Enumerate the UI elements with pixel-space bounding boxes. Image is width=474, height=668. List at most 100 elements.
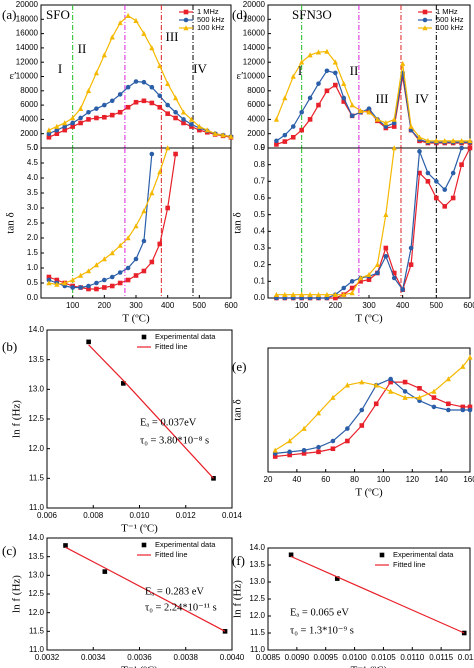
y-tick-label: 11.5 xyxy=(250,628,266,637)
marker xyxy=(345,426,350,431)
marker xyxy=(445,376,451,382)
marker xyxy=(165,111,170,116)
marker xyxy=(274,138,279,144)
marker xyxy=(101,52,107,58)
x-tick-label: 0.006 xyxy=(37,511,58,520)
marker xyxy=(425,138,431,144)
marker xyxy=(345,438,350,444)
legend-label: Fitted line xyxy=(155,550,188,559)
marker xyxy=(149,84,155,90)
marker xyxy=(141,30,147,36)
marker xyxy=(133,79,139,84)
marker xyxy=(434,195,439,201)
y-tick-label: 0.9 xyxy=(254,143,266,152)
marker xyxy=(133,99,139,105)
marker xyxy=(408,262,414,267)
y-tick-label: 11.0 xyxy=(29,645,45,654)
legend-label: Fitted line xyxy=(155,342,188,351)
y-tick-label: 5.0 xyxy=(27,143,39,152)
marker xyxy=(366,109,372,115)
y-tick-label: 11.5 xyxy=(29,473,45,482)
marker xyxy=(349,279,355,284)
y-axis-label: ln f (Hz) xyxy=(11,400,23,438)
marker xyxy=(341,99,347,104)
x-tick-label: 0.012 xyxy=(176,511,197,520)
marker xyxy=(408,245,414,251)
marker xyxy=(102,285,107,290)
marker xyxy=(212,130,218,136)
marker xyxy=(391,116,397,122)
x-tick-label: 100 xyxy=(66,301,80,310)
marker xyxy=(109,283,115,289)
marker xyxy=(228,133,234,139)
marker xyxy=(324,68,330,74)
y-axis-label: ε′ xyxy=(236,70,243,82)
y-tick-label: 2.5 xyxy=(27,218,39,227)
marker xyxy=(54,131,60,136)
marker xyxy=(349,113,355,119)
marker xyxy=(117,92,123,97)
y-tick-label: 16000 xyxy=(16,29,39,38)
y-tick-label: 14000 xyxy=(243,43,266,52)
marker xyxy=(46,277,52,283)
x-axis-label: T⁻¹ (ºC) xyxy=(121,665,158,668)
marker xyxy=(173,109,178,115)
panel-label: (e) xyxy=(232,359,246,374)
x-tick-label: 100 xyxy=(377,475,391,484)
marker xyxy=(450,170,456,176)
y-tick-label: 0.5 xyxy=(27,278,39,287)
marker xyxy=(62,127,68,133)
panel-label: (f) xyxy=(232,553,245,568)
marker xyxy=(459,162,464,167)
marker xyxy=(157,93,163,99)
marker xyxy=(416,134,423,140)
y-tick-label: 0.6 xyxy=(254,193,266,202)
marker xyxy=(391,120,397,126)
marker xyxy=(117,20,123,26)
y-axis-label: tan δ xyxy=(232,399,244,420)
marker xyxy=(70,115,76,121)
y-tick-label: 11.0 xyxy=(29,503,45,512)
marker xyxy=(330,394,336,400)
panel-label: (a) xyxy=(2,7,16,22)
marker xyxy=(149,100,155,106)
series-line xyxy=(48,153,177,290)
y-tick-label: 18000 xyxy=(243,14,266,23)
marker xyxy=(165,145,171,151)
marker xyxy=(288,552,294,558)
marker xyxy=(54,123,60,129)
x-tick-label: 400 xyxy=(161,301,175,310)
marker xyxy=(400,60,406,66)
marker xyxy=(330,446,336,452)
marker xyxy=(125,277,131,283)
series-line xyxy=(275,381,470,458)
marker xyxy=(417,149,422,154)
marker xyxy=(282,139,288,144)
y-tick-label: 4.0 xyxy=(27,173,39,182)
series-line xyxy=(276,147,471,299)
marker xyxy=(85,268,92,274)
marker xyxy=(125,235,131,241)
region-label: IV xyxy=(193,61,207,76)
legend-label: Experimental data xyxy=(155,332,216,341)
marker xyxy=(333,295,338,301)
series-line xyxy=(275,378,470,454)
marker xyxy=(86,339,91,345)
marker xyxy=(391,270,397,276)
marker xyxy=(467,354,473,360)
x-tick-label: 200 xyxy=(98,301,112,310)
marker xyxy=(324,291,330,297)
marker xyxy=(301,448,307,453)
marker xyxy=(290,124,296,129)
y-tick-label: 14.0 xyxy=(28,325,44,334)
marker xyxy=(94,106,99,111)
x-tick-label: 300 xyxy=(129,301,143,310)
marker xyxy=(425,179,431,184)
annotation: τ₀ = 1.3*10⁻⁹ s xyxy=(290,625,354,636)
y-tick-label: 14000 xyxy=(16,43,39,52)
marker xyxy=(301,451,307,456)
marker xyxy=(133,223,139,229)
marker xyxy=(273,291,280,297)
legend-marker xyxy=(183,9,189,15)
marker xyxy=(460,363,466,369)
